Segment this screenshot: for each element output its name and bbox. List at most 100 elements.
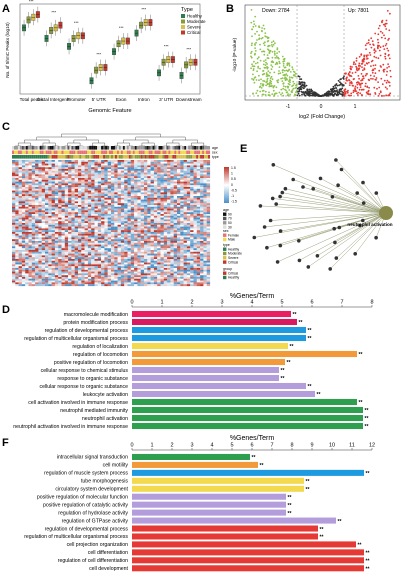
heatmap-cell bbox=[140, 253, 145, 256]
sex-cell bbox=[107, 150, 110, 155]
heatmap-cell bbox=[25, 190, 29, 193]
heatmap-cell bbox=[167, 206, 171, 209]
heatmap-cell bbox=[180, 242, 184, 245]
heatmap-cell bbox=[120, 197, 125, 200]
heatmap-cell bbox=[140, 264, 145, 267]
heatmap-cell bbox=[203, 206, 207, 209]
heatmap-cell bbox=[193, 163, 197, 166]
heatmap-cell bbox=[35, 221, 39, 224]
heatmap-cell bbox=[180, 248, 184, 251]
heatmap-cell bbox=[193, 172, 197, 175]
heatmap-cell bbox=[78, 172, 82, 175]
type-cell bbox=[17, 155, 20, 159]
heatmap-cell bbox=[78, 250, 82, 252]
heatmap-cell bbox=[97, 242, 102, 245]
heatmap-cell bbox=[206, 181, 211, 184]
sex-cell bbox=[150, 150, 153, 155]
heatmap-cell bbox=[163, 172, 168, 175]
heatmap-cell bbox=[183, 262, 187, 265]
panel-a-xtick: Exon bbox=[116, 97, 127, 102]
heatmap-cell bbox=[68, 167, 72, 170]
heatmap-cell bbox=[31, 167, 36, 170]
heatmap-cell bbox=[54, 235, 59, 238]
heatmap-cell bbox=[61, 248, 65, 251]
heatmap-cell bbox=[94, 248, 98, 251]
heatmap-cell bbox=[173, 163, 178, 166]
heatmap-cell bbox=[160, 241, 164, 243]
heatmap-cell bbox=[150, 224, 154, 227]
heatmap-cell bbox=[180, 176, 184, 179]
heatmap-cell bbox=[196, 210, 201, 213]
sex-cell bbox=[122, 150, 125, 155]
heatmap-cell bbox=[78, 174, 82, 177]
heatmap-cell bbox=[157, 178, 161, 180]
heatmap-cell bbox=[38, 161, 42, 164]
heatmap-cell bbox=[117, 170, 121, 173]
heatmap-cell bbox=[97, 230, 102, 233]
volcano-point bbox=[267, 94, 270, 97]
volcano-point bbox=[336, 89, 338, 91]
age-cell bbox=[27, 146, 30, 150]
age-cell bbox=[146, 146, 149, 150]
volcano-point bbox=[270, 80, 272, 83]
heatmap-cell bbox=[117, 226, 121, 229]
type-cell bbox=[194, 155, 197, 159]
heatmap-cell bbox=[127, 215, 131, 218]
volcano-point bbox=[263, 60, 265, 62]
type-cell bbox=[178, 155, 181, 159]
heatmap-cell bbox=[45, 197, 49, 200]
heatmap-cell bbox=[104, 230, 108, 233]
volcano-point bbox=[255, 41, 257, 44]
heatmap-cell bbox=[45, 224, 49, 227]
volcano-point bbox=[259, 90, 262, 93]
heatmap-cell bbox=[21, 235, 26, 238]
heatmap-cell bbox=[177, 246, 181, 249]
heatmap-cell bbox=[180, 199, 184, 202]
heatmap-cell bbox=[173, 208, 178, 211]
heatmap-cell bbox=[84, 167, 88, 170]
heatmap-cell bbox=[61, 208, 65, 211]
heatmap-cell bbox=[104, 190, 108, 193]
heatmap-cell bbox=[114, 226, 118, 229]
heatmap-cell bbox=[180, 187, 184, 189]
legend-swatch bbox=[181, 30, 185, 35]
volcano-point bbox=[388, 57, 391, 60]
heatmap-cell bbox=[196, 206, 201, 209]
heatmap-cell bbox=[87, 206, 92, 209]
heatmap-cell bbox=[173, 215, 178, 218]
volcano-point bbox=[263, 53, 266, 56]
heatmap-cell bbox=[45, 251, 49, 254]
heatmap-cell bbox=[38, 196, 42, 198]
heatmap-cell bbox=[170, 235, 174, 238]
heatmap-cell bbox=[147, 203, 151, 206]
heatmap-cell bbox=[94, 187, 98, 189]
volcano-point bbox=[373, 55, 376, 58]
heatmap-cell bbox=[140, 197, 145, 200]
heatmap-cell bbox=[41, 199, 46, 202]
heatmap-cell bbox=[58, 237, 62, 240]
heatmap-cell bbox=[153, 165, 158, 168]
heatmap-cell bbox=[61, 260, 65, 263]
panel-letter-e: E bbox=[240, 143, 247, 155]
heatmap-cell bbox=[206, 214, 211, 216]
sex-cell bbox=[124, 150, 127, 155]
heatmap-cell bbox=[35, 250, 39, 252]
heatmap-cell bbox=[124, 181, 128, 184]
heatmap-cell bbox=[196, 230, 201, 233]
heatmap-cell bbox=[25, 199, 29, 202]
heatmap-cell bbox=[150, 203, 154, 206]
heatmap-cell bbox=[61, 214, 65, 216]
heatmap-cell bbox=[190, 246, 194, 249]
heatmap-cell bbox=[206, 208, 211, 211]
heatmap-cell bbox=[120, 178, 125, 180]
heatmap-cell bbox=[97, 228, 102, 231]
heatmap-cell bbox=[104, 163, 108, 166]
heatmap-cell bbox=[203, 244, 207, 247]
heatmap-cell bbox=[196, 232, 201, 234]
heatmap-cell bbox=[74, 215, 79, 218]
heatmap-cell bbox=[68, 206, 72, 209]
heatmap-cell bbox=[54, 172, 59, 175]
heatmap-cell bbox=[180, 192, 184, 195]
heatmap-cell bbox=[173, 259, 178, 261]
heatmap-cell bbox=[186, 163, 191, 166]
